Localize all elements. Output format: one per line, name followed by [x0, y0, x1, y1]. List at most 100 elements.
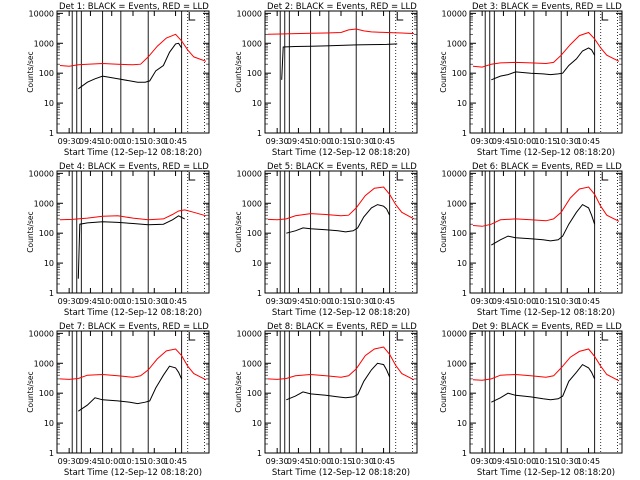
x-tick-label: 10:00 [513, 137, 536, 146]
x-tick-label: 10:15 [121, 457, 144, 466]
panel-title: Det 3: BLACK = Events, RED = LLD [472, 2, 622, 12]
y-tick-label: 100 [452, 229, 467, 238]
x-tick-label: 10:15 [329, 457, 352, 466]
x-tick-label: 09:30 [58, 457, 81, 466]
plot-frame [56, 10, 210, 134]
panel-title: Det 4: BLACK = Events, RED = LLD [59, 162, 209, 172]
panel-title: Det 9: BLACK = Events, RED = LLD [472, 322, 622, 332]
plot-frame [469, 10, 623, 134]
detector-panel-7: 1 10 100 1000 10000 09:3009:4510:0010:1510:30… [26, 322, 210, 478]
series-line-lld [267, 346, 415, 381]
x-tick-label: 10:45 [372, 457, 395, 466]
y-tick-label: 1 [462, 129, 467, 138]
detector-panel-9: 1 10 100 1000 10000 09:3009:4510:0010:1510:30… [439, 322, 623, 478]
y-tick-label: 1 [462, 289, 467, 298]
y-tick-label: 1000 [34, 39, 54, 48]
x-axis-label: Start Time (12-Sep-12 08:18:20) [64, 148, 202, 158]
x-tick-label: 10:30 [556, 137, 579, 146]
plot-frame [469, 330, 623, 454]
x-tick-label: 10:45 [164, 457, 187, 466]
x-tick-label: 10:30 [556, 457, 579, 466]
y-tick-label: 1000 [242, 359, 262, 368]
series-line-lld [59, 33, 207, 67]
y-axis-label: Counts/sec [439, 211, 448, 252]
y-tick-label: 100 [39, 69, 54, 78]
y-axis-label: Counts/sec [234, 211, 243, 252]
x-tick-label: 10:00 [308, 297, 331, 306]
y-tick-label: 100 [39, 389, 54, 398]
x-tick-label: 10:15 [121, 137, 144, 146]
x-axis-label: Start Time (12-Sep-12 08:18:20) [64, 468, 202, 478]
x-tick-label: 10:45 [577, 297, 600, 306]
y-tick-label: 10 [457, 259, 467, 268]
y-tick-label: 1 [49, 129, 54, 138]
y-axis-label: Counts/sec [26, 51, 35, 92]
x-tick-label: 09:45 [287, 297, 310, 306]
panel-title: Det 6: BLACK = Events, RED = LLD [472, 162, 622, 172]
y-tick-label: 100 [452, 389, 467, 398]
x-tick-label: 10:15 [534, 457, 557, 466]
x-tick-label: 10:00 [100, 457, 123, 466]
y-axis-label: Counts/sec [439, 51, 448, 92]
plot-frame [469, 170, 623, 294]
y-tick-label: 1 [257, 449, 262, 458]
bracket-mark [396, 332, 404, 341]
x-tick-label: 10:45 [577, 457, 600, 466]
x-tick-label: 09:45 [492, 137, 515, 146]
x-tick-label: 10:45 [372, 297, 395, 306]
panel-title: Det 8: BLACK = Events, RED = LLD [267, 322, 417, 332]
x-axis-label: Start Time (12-Sep-12 08:18:20) [477, 308, 615, 318]
bracket-mark [188, 12, 196, 21]
x-axis-label: Start Time (12-Sep-12 08:18:20) [64, 308, 202, 318]
y-tick-label: 10 [44, 259, 54, 268]
x-tick-label: 10:15 [329, 297, 352, 306]
x-tick-label: 10:15 [534, 137, 557, 146]
y-tick-label: 10 [457, 419, 467, 428]
y-tick-label: 1 [257, 289, 262, 298]
x-tick-label: 09:30 [58, 137, 81, 146]
bracket-mark [188, 172, 196, 181]
series-line-events [286, 362, 391, 401]
y-tick-label: 100 [452, 69, 467, 78]
bracket-mark [601, 172, 609, 181]
panel-title: Det 5: BLACK = Events, RED = LLD [267, 162, 417, 172]
series-line-events [491, 363, 596, 403]
bracket-mark [396, 12, 404, 21]
series-line-lld [267, 28, 415, 35]
x-tick-label: 10:30 [143, 457, 166, 466]
x-tick-label: 09:30 [471, 457, 494, 466]
series-line-events [281, 43, 398, 80]
detector-panel-6: 1 10 100 1000 10000 09:3009:4510:0010:1510:30… [439, 162, 623, 318]
series-line-events [286, 204, 391, 234]
x-tick-label: 10:30 [143, 297, 166, 306]
x-tick-label: 10:00 [308, 457, 331, 466]
y-tick-label: 1000 [447, 39, 467, 48]
y-axis-label: Counts/sec [26, 211, 35, 252]
x-tick-label: 10:00 [100, 137, 123, 146]
x-tick-label: 10:30 [143, 137, 166, 146]
panel-title: Det 7: BLACK = Events, RED = LLD [59, 322, 209, 332]
x-tick-label: 09:45 [287, 457, 310, 466]
y-tick-label: 10000 [237, 9, 262, 18]
panel-title: Det 2: BLACK = Events, RED = LLD [267, 2, 417, 12]
x-tick-label: 10:00 [513, 297, 536, 306]
series-line-lld [472, 186, 620, 227]
x-tick-label: 10:45 [164, 297, 187, 306]
x-tick-label: 09:30 [471, 137, 494, 146]
y-tick-label: 10000 [29, 9, 54, 18]
y-axis-label: Counts/sec [234, 51, 243, 92]
x-tick-label: 10:45 [164, 137, 187, 146]
x-tick-label: 09:45 [79, 457, 102, 466]
series-line-events [491, 203, 596, 246]
y-tick-label: 1000 [34, 359, 54, 368]
x-tick-label: 09:30 [266, 457, 289, 466]
y-tick-label: 10 [44, 419, 54, 428]
y-axis-label: Counts/sec [234, 371, 243, 412]
y-axis-label: Counts/sec [439, 371, 448, 412]
x-tick-label: 10:15 [534, 297, 557, 306]
series-line-lld [59, 209, 207, 221]
x-tick-label: 10:45 [577, 137, 600, 146]
y-tick-label: 10000 [442, 329, 467, 338]
y-tick-label: 10000 [29, 329, 54, 338]
